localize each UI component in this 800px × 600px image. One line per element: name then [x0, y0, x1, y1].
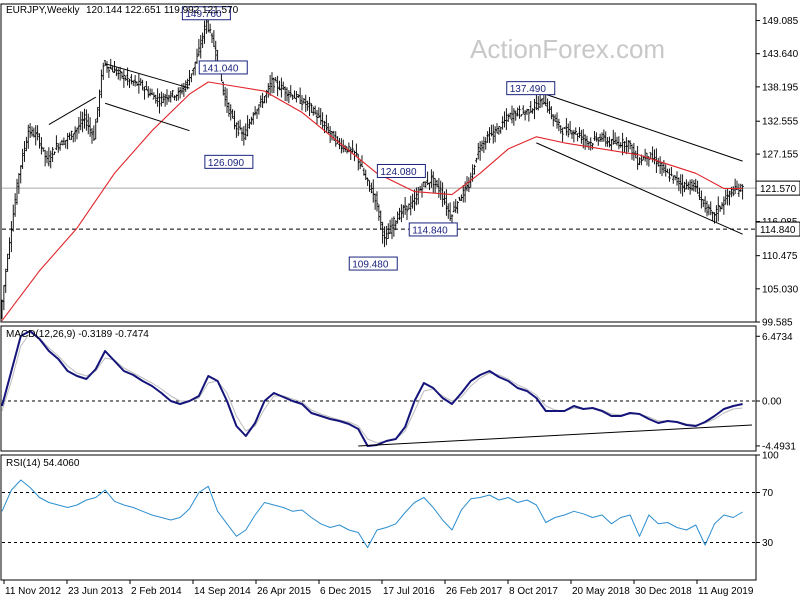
price-y-tick-label: 149.085 — [762, 16, 799, 27]
x-tick-label: 2 Feb 2014 — [131, 586, 182, 597]
price-level-annotation: 114.840 — [412, 225, 448, 236]
macd-y-tick-label: -4.4931 — [762, 441, 796, 452]
price-y-tick-label: 99.585 — [762, 318, 793, 329]
price-panel: 149.760 141.040 126.090 137.490 124.080 114.8… — [0, 6, 744, 322]
price-level-annotation: 126.090 — [208, 158, 245, 169]
macd-y-tick-label: 0.00 — [762, 397, 782, 408]
macd-title: MACD(12,26,9) -0.3189 -0.7474 — [6, 329, 149, 340]
rsi-panel — [1, 479, 756, 548]
price-level-annotation-box — [198, 60, 248, 75]
macd-y-tick-label: 6.4734 — [762, 332, 793, 343]
price-level-annotation: 141.040 — [202, 63, 239, 74]
rsi-y-tick-label: 30 — [762, 538, 774, 549]
price-level-annotation: 149.760 — [185, 9, 222, 20]
price-trendline — [104, 63, 190, 89]
price-level-annotation-box — [506, 81, 556, 96]
price-trendline — [104, 102, 190, 132]
x-tick-label: 8 Oct 2017 — [509, 586, 558, 597]
price-level-annotation-box — [376, 163, 426, 178]
rsi-y-tick-label: 70 — [762, 488, 774, 499]
x-tick-label: 17 Jul 2016 — [383, 586, 435, 597]
price-level-annotation: 137.490 — [510, 84, 547, 95]
rsi-title: RSI(14) 54.4060 — [6, 458, 80, 469]
x-tick-label: 14 Sep 2014 — [194, 586, 251, 597]
current-price-box — [755, 180, 800, 196]
price-y-tick-label: 143.640 — [762, 49, 799, 60]
support-box — [755, 221, 800, 237]
macd-panel — [1, 330, 756, 447]
x-tick-label: 26 Apr 2015 — [257, 586, 311, 597]
current-price-label: 121.570 — [760, 184, 797, 195]
x-tick-label: 26 Feb 2017 — [446, 586, 503, 597]
price-level-annotation: 109.480 — [352, 260, 389, 271]
macd-line — [1, 330, 743, 447]
frame-layer — [0, 3, 757, 581]
price-trendline — [536, 90, 743, 162]
watermark-layer: ActionForex.com — [470, 34, 665, 64]
price-level-annotation-box — [204, 154, 254, 169]
symbol-title: EURJPY,Weekly — [6, 5, 80, 16]
support-label: 114.840 — [760, 225, 796, 236]
price-y-tick-label: 105.030 — [762, 284, 799, 295]
price-y-tick-label: 127.155 — [762, 150, 799, 161]
macd-signal-line — [1, 332, 743, 444]
axis-layer: 149.085 143.640 138.195 132.555 127.155 121.5… — [3, 16, 800, 597]
rsi-y-tick-label: 100 — [762, 451, 779, 462]
price-level-annotation-box — [408, 222, 458, 237]
price-level-annotation-box — [348, 256, 398, 271]
x-tick-label: 20 May 2018 — [572, 586, 630, 597]
price-trendline — [48, 96, 97, 126]
ohlc-readout: 120.144 122.651 119.992 121.570 — [86, 5, 239, 16]
price-level-annotation-box — [181, 6, 231, 21]
x-tick-label: 11 Aug 2019 — [698, 586, 754, 597]
x-tick-label: 30 Dec 2018 — [635, 586, 692, 597]
x-tick-label: 11 Nov 2012 — [5, 586, 61, 597]
price-y-tick-label: 132.555 — [762, 117, 799, 128]
price-level-annotation: 124.080 — [380, 167, 417, 178]
grid-layer — [2, 187, 756, 230]
macd-trendline — [358, 424, 753, 447]
x-tick-label: 23 Jun 2013 — [68, 586, 123, 597]
price-y-tick-label: 138.195 — [762, 82, 799, 93]
price-trendline — [536, 142, 743, 235]
watermark-text: ActionForex.com — [470, 34, 665, 64]
price-panel-frame — [0, 3, 757, 323]
rsi-panel-frame — [0, 454, 757, 581]
moving-average-line — [1, 81, 743, 322]
rsi-line — [1, 479, 743, 548]
macd-panel-frame — [0, 325, 757, 452]
x-tick-label: 6 Dec 2015 — [320, 586, 372, 597]
price-y-tick-label: 110.475 — [762, 251, 798, 262]
